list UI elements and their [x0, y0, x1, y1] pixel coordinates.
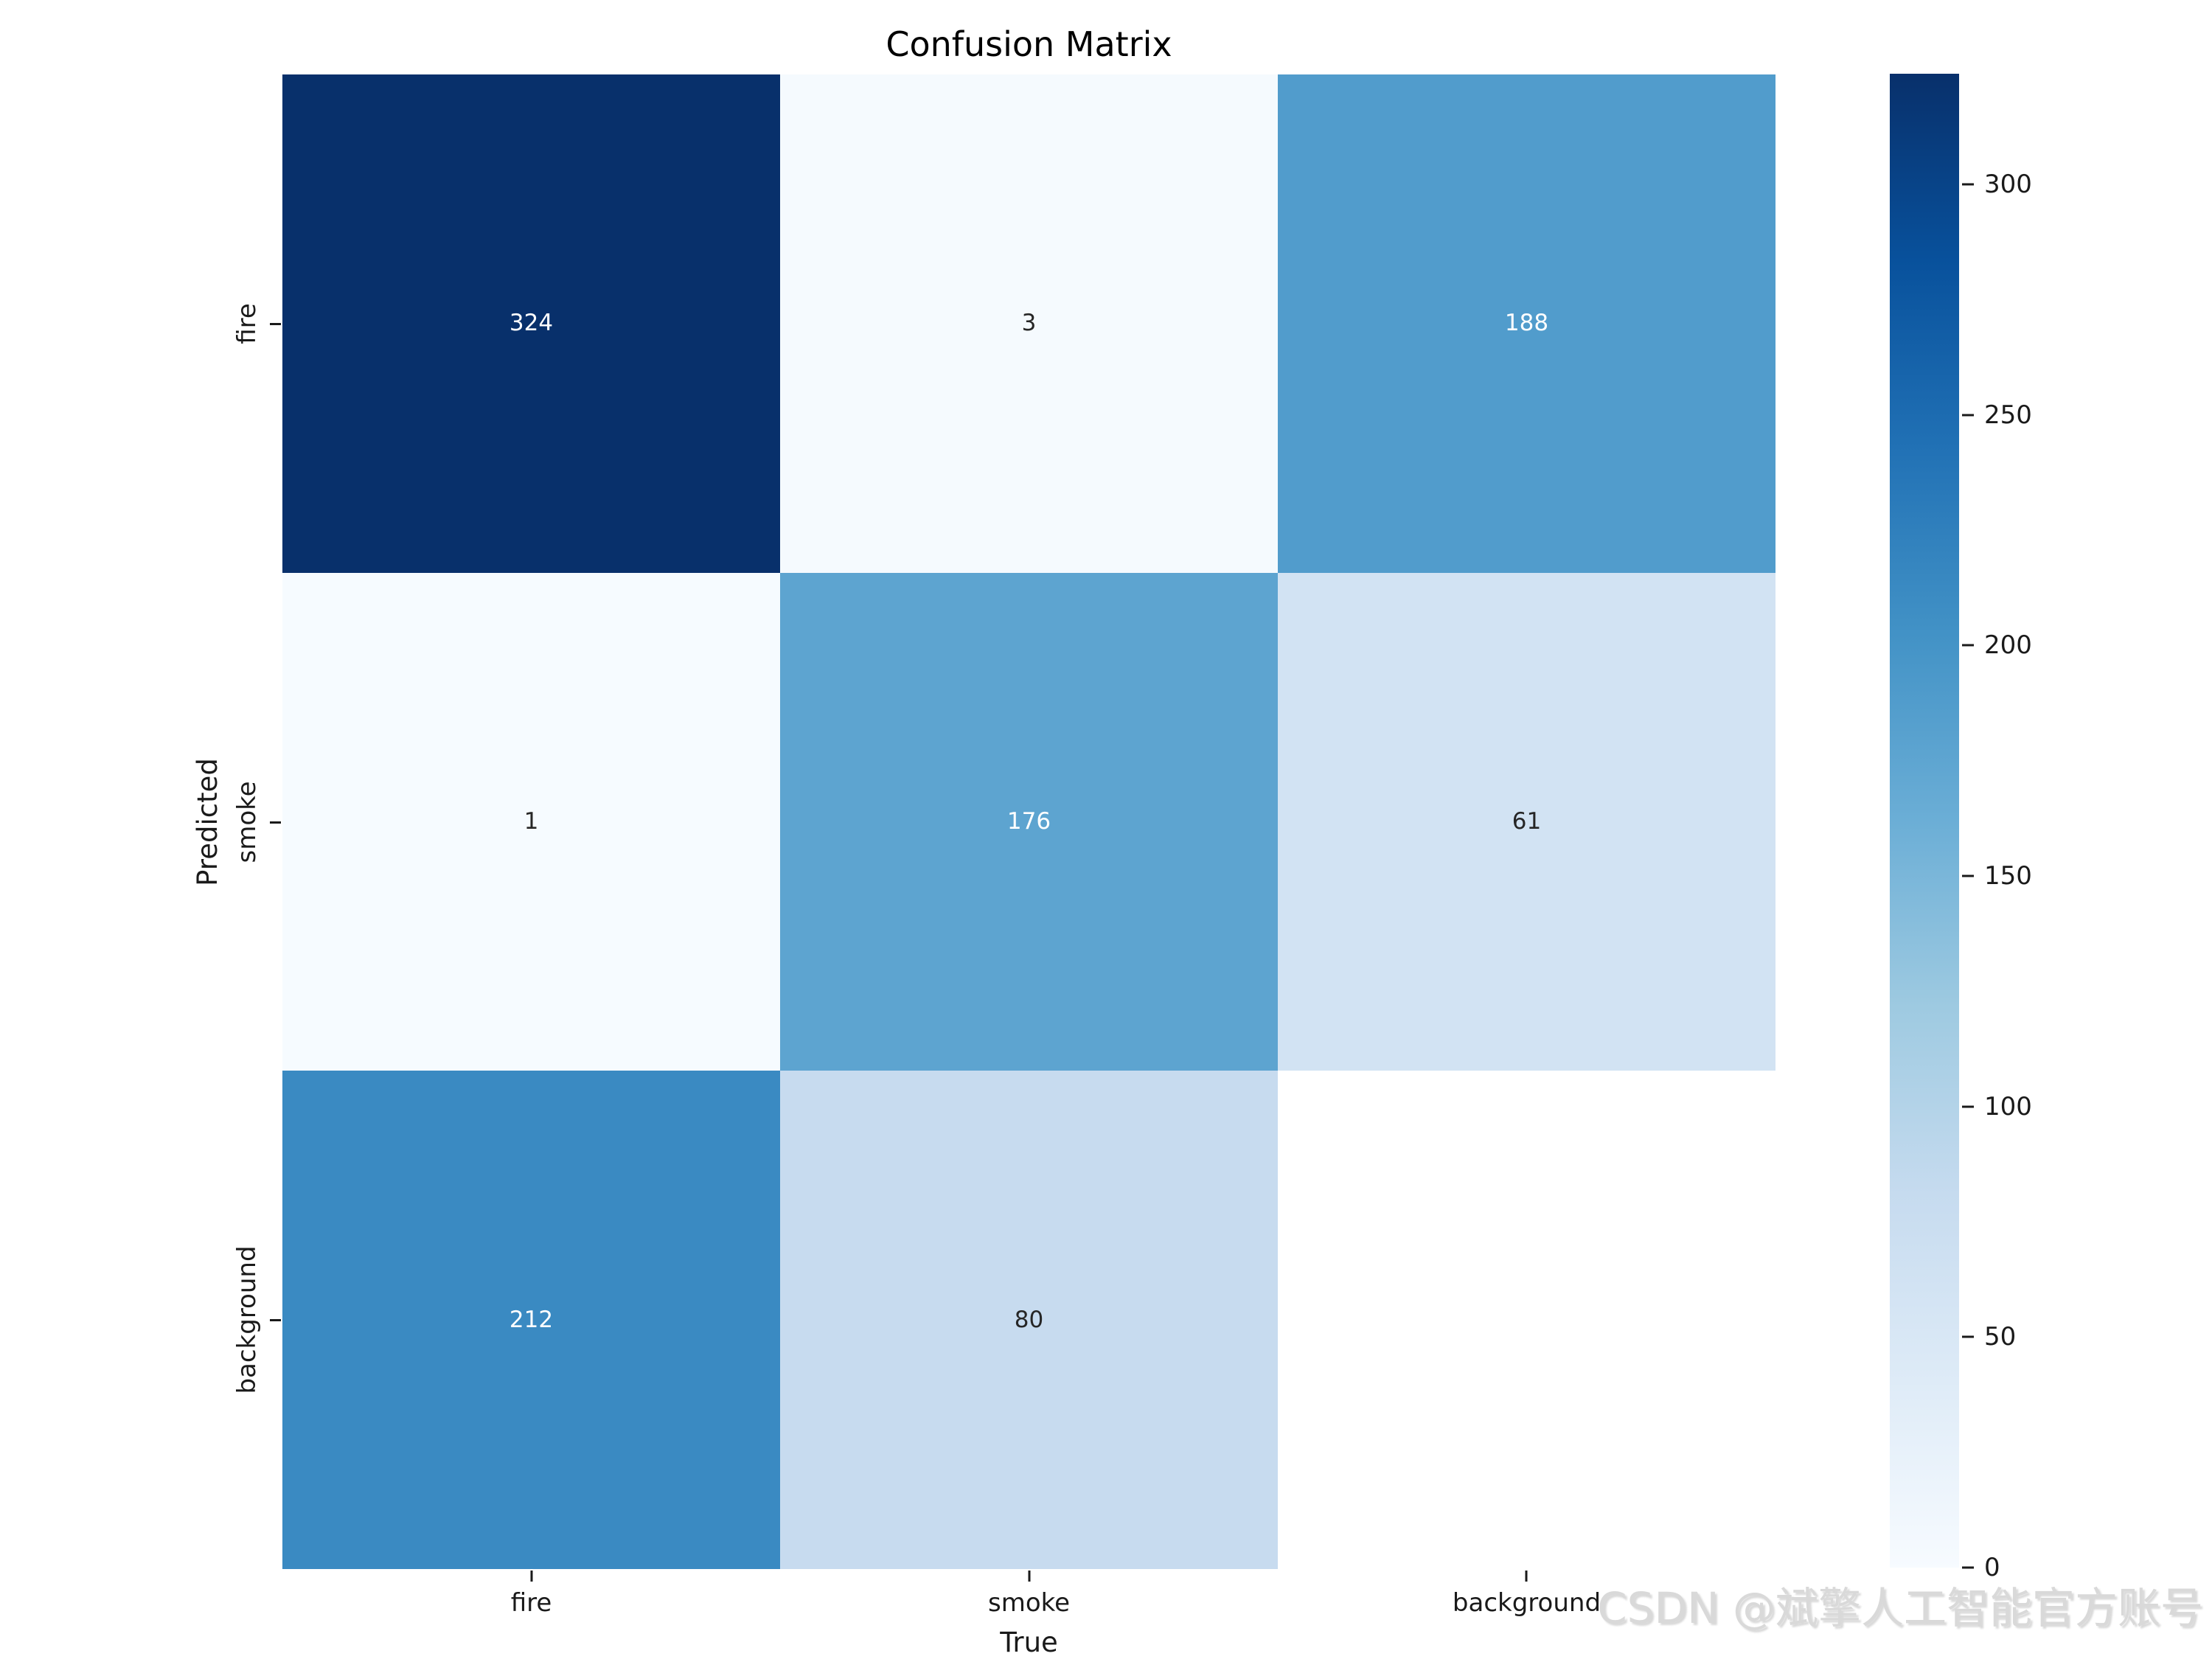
- colorbar-gradient: [1890, 74, 1959, 1568]
- x-tick-mark: [530, 1571, 532, 1582]
- cell-value: 324: [509, 310, 554, 337]
- heatmap-plot-area: Confusion Matrix 324 3 188 1 176 61 212 80 fire…: [192, 24, 1775, 1658]
- x-axis-label: True: [1000, 1627, 1058, 1658]
- heatmap-cell: 80: [780, 1071, 1278, 1569]
- x-tick-label-background: background: [1452, 1588, 1601, 1618]
- y-tick-mark: [270, 1319, 281, 1322]
- cell-value: 1: [524, 807, 539, 835]
- heatmap-cell: 176: [780, 572, 1278, 1071]
- colorbar-tick-mark: [1962, 183, 1974, 186]
- heatmap-cell: 212: [282, 1071, 780, 1569]
- cell-value: 3: [1021, 310, 1037, 337]
- heatmap-cell: 324: [282, 74, 780, 573]
- y-axis-label: Predicted: [192, 757, 223, 886]
- colorbar: 0 50 100 150 200 250 300: [1890, 74, 2032, 1580]
- x-tick-mark: [1525, 1571, 1528, 1582]
- cell-value: 212: [509, 1306, 554, 1333]
- x-tick-label-smoke: smoke: [987, 1588, 1071, 1618]
- y-tick-label-fire: fire: [232, 303, 262, 344]
- heatmap-cell: 1: [282, 572, 780, 1071]
- x-tick-label-fire: fire: [510, 1588, 552, 1618]
- cell-value: 80: [1014, 1306, 1044, 1333]
- colorbar-tick-label: 300: [1984, 170, 2032, 200]
- colorbar-tick-label: 250: [1984, 400, 2032, 430]
- cell-value: 176: [1006, 807, 1051, 835]
- heatmap-cell: 188: [1278, 74, 1775, 573]
- colorbar-tick-mark: [1962, 644, 1974, 647]
- colorbar-tick-mark: [1962, 414, 1974, 417]
- colorbar-tick-label: 100: [1984, 1091, 2032, 1121]
- colorbar-tick-mark: [1962, 874, 1974, 877]
- colorbar-tick-mark: [1962, 1566, 1974, 1569]
- colorbar-tick-label: 150: [1984, 861, 2032, 891]
- y-tick-mark: [270, 322, 281, 325]
- heatmap-cell: [1278, 1071, 1775, 1569]
- colorbar-tick-label: 50: [1984, 1322, 2017, 1352]
- x-tick-mark: [1028, 1571, 1030, 1582]
- heatmap-grid: 324 3 188 1 176 61 212 80: [282, 74, 1775, 1569]
- colorbar-tick-label: 200: [1984, 630, 2032, 661]
- watermark-text: CSDN @斌擎人工智能官方账号: [1597, 1583, 2203, 1633]
- cell-value: 61: [1512, 807, 1542, 835]
- cell-value: 188: [1504, 310, 1549, 337]
- y-tick-label-background: background: [232, 1245, 262, 1394]
- colorbar-tick-mark: [1962, 1335, 1974, 1338]
- colorbar-tick-label: 0: [1984, 1553, 2000, 1582]
- y-tick-label-smoke: smoke: [232, 780, 262, 863]
- colorbar-tick-mark: [1962, 1105, 1974, 1108]
- y-tick-mark: [270, 821, 281, 824]
- chart-title: Confusion Matrix: [886, 24, 1172, 64]
- heatmap-cell: 3: [780, 74, 1278, 573]
- heatmap-cell: 61: [1278, 572, 1775, 1071]
